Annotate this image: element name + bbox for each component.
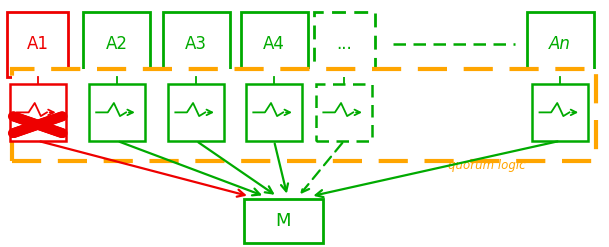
Text: ...: ... [336,36,352,53]
Bar [316,84,372,141]
Text: quorum logic: quorum logic [448,159,525,172]
Bar [168,84,224,141]
Bar [10,84,66,141]
Text: An: An [549,36,571,53]
Text: A2: A2 [106,36,128,53]
Bar [89,84,145,141]
Bar [246,84,302,141]
Bar [163,12,230,77]
Text: A3: A3 [185,36,207,53]
Bar [241,12,308,77]
Bar [314,12,375,77]
Bar [7,12,68,77]
Bar [12,69,596,161]
Bar [244,199,323,243]
Bar [532,84,588,141]
Text: M: M [275,212,291,230]
Text: A4: A4 [263,36,285,53]
Bar [83,12,150,77]
Text: A1: A1 [27,36,49,53]
Bar [527,12,594,77]
